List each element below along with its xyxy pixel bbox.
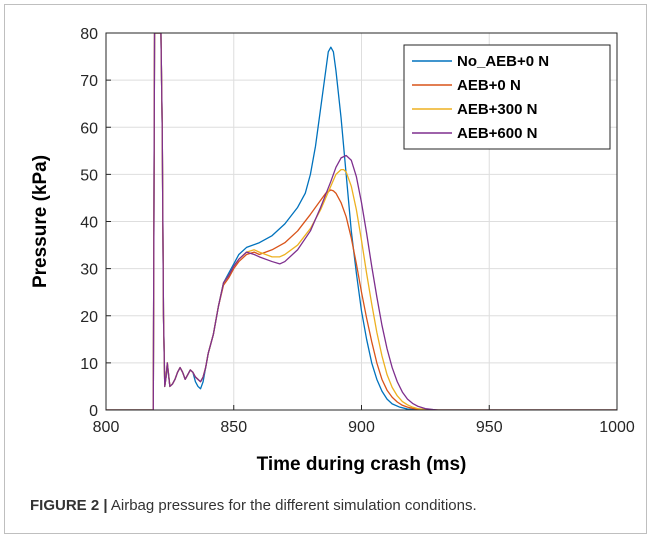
x-axis-label: Time during crash (ms): [257, 454, 467, 475]
y-tick-label: 30: [80, 262, 98, 279]
figure-label: FIGURE 2 |: [30, 497, 108, 514]
y-axis-label: Pressure (kPa): [30, 155, 51, 288]
y-tick-label: 40: [80, 215, 98, 232]
y-tick-label: 10: [80, 356, 98, 373]
x-tick-label: 800: [93, 419, 120, 436]
legend-entry: No_AEB+0 N: [457, 53, 549, 70]
y-tick-label: 80: [80, 26, 98, 43]
legend-box: [403, 44, 611, 150]
legend-entry: AEB+0 N: [457, 77, 521, 94]
x-tick-label: 1000: [599, 419, 635, 436]
x-tick-label: 850: [220, 419, 247, 436]
y-tick-label: 60: [80, 120, 98, 137]
series-line-4: [106, 33, 617, 410]
tick-labels: 800 850 900 950 1000 0 10 20 30 40 50 60 70 80: [80, 26, 635, 436]
series-layer: [106, 33, 617, 410]
figure-caption: FIGURE 2 | Airbag pressures for the diff…: [30, 497, 477, 514]
y-tick-label: 0: [89, 403, 98, 420]
x-tick-label: 950: [476, 419, 503, 436]
figure-frame: [4, 4, 647, 534]
figure-caption-text: Airbag pressures for the different simul…: [107, 497, 477, 514]
legend-entry: AEB+600 N: [457, 125, 537, 142]
y-tick-label: 50: [80, 167, 98, 184]
legend-entry: AEB+300 N: [457, 101, 537, 118]
line-chart: 800 850 900 950 1000 0 10 20 30 40 50 60 70 80 Time d…: [30, 26, 635, 475]
y-tick-label: 20: [80, 309, 98, 326]
x-tick-label: 900: [348, 419, 375, 436]
legend: No_AEB+0 N AEB+0 N AEB+300 N AEB+600 N: [403, 44, 611, 150]
y-tick-label: 70: [80, 73, 98, 90]
